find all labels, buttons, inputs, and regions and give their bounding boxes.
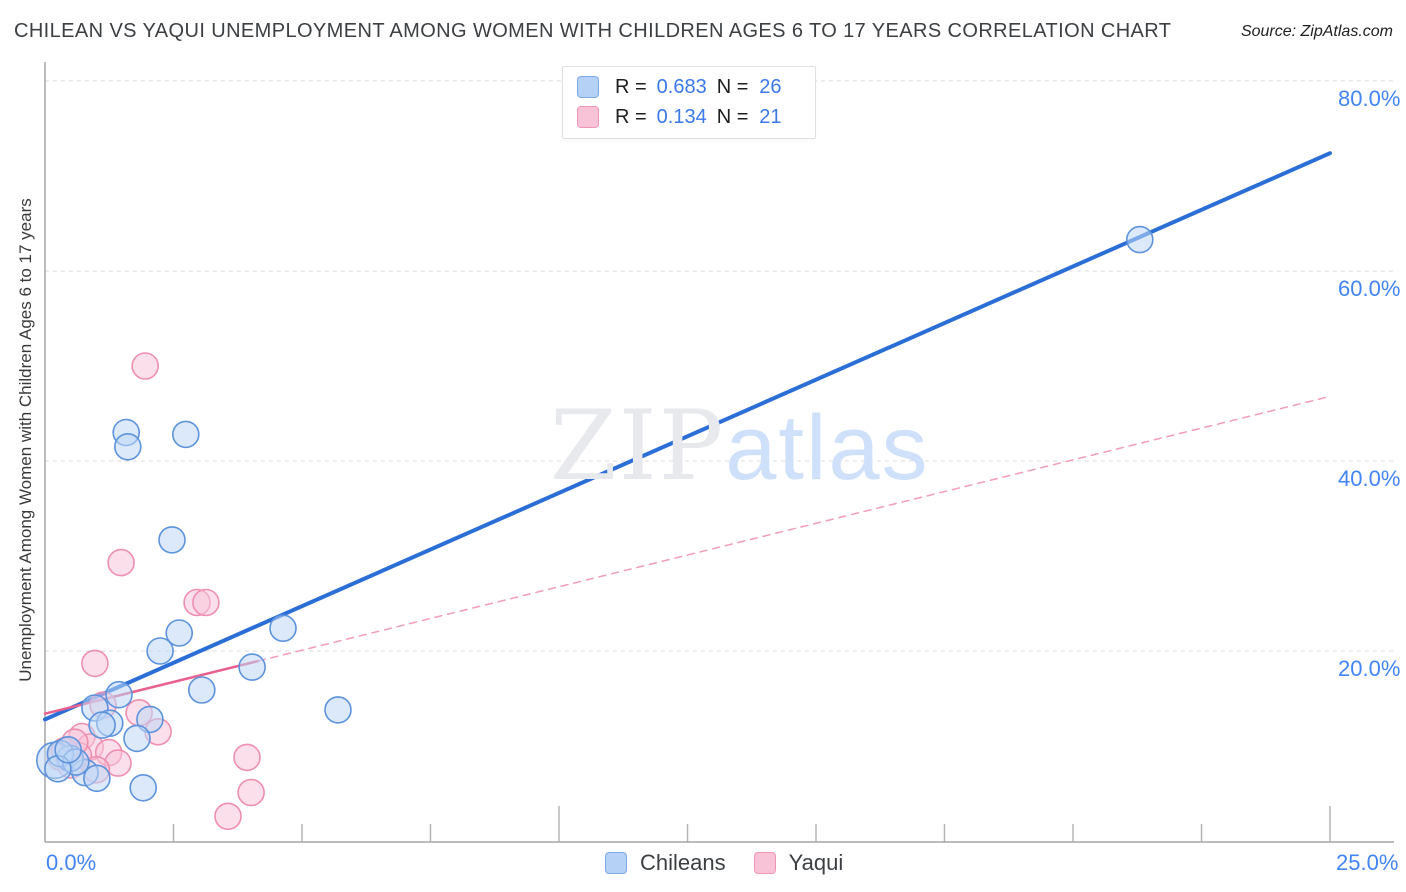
yaqui-point[interactable] xyxy=(81,649,109,678)
yaqui-point[interactable] xyxy=(233,743,261,772)
r-label: R = xyxy=(615,106,647,128)
y-axis-title: Unemployment Among Women with Children A… xyxy=(16,198,35,682)
y-tick-label-40pct: 40.0% xyxy=(1338,466,1401,491)
legend-item-yaqui[interactable]: Yaqui xyxy=(753,850,844,876)
r-value-chileans: 0.683 xyxy=(656,76,707,98)
n-value-chileans: 26 xyxy=(759,76,782,98)
chileans-trendline-solid xyxy=(43,151,1332,722)
r-label: R = xyxy=(615,76,647,98)
yaqui-point[interactable] xyxy=(237,778,265,807)
yaqui-point[interactable] xyxy=(131,352,159,380)
chileans-legend-swatch xyxy=(605,852,627,874)
x-axis-max-label: 25.0% xyxy=(1336,850,1399,875)
legend-row-chileans: R = 0.683 N = 26 xyxy=(577,75,803,99)
yaqui-trendline-dashed xyxy=(257,395,1331,662)
chileans-point[interactable] xyxy=(269,614,297,643)
y-tick-label-80pct: 80.0% xyxy=(1338,86,1401,111)
chileans-point[interactable] xyxy=(165,619,193,647)
chileans-point[interactable] xyxy=(158,526,186,554)
chileans-point[interactable] xyxy=(54,735,82,764)
chileans-point[interactable] xyxy=(129,773,157,802)
legend-row-yaqui: R = 0.134 N = 21 xyxy=(577,105,803,129)
chileans-point[interactable] xyxy=(123,724,151,753)
chileans-point[interactable] xyxy=(188,676,216,704)
chileans-swatch xyxy=(577,76,599,98)
yaqui-point[interactable] xyxy=(107,548,135,577)
chileans-point[interactable] xyxy=(88,711,116,739)
chileans-legend-label: Chileans xyxy=(640,850,726,875)
n-value-yaqui: 21 xyxy=(759,106,782,128)
n-label: N = xyxy=(716,106,749,128)
page-title: CHILEAN VS YAQUI UNEMPLOYMENT AMONG WOME… xyxy=(14,20,1172,42)
legend-box: R = 0.683 N = 26 R = 0.134 N = 21 xyxy=(562,66,816,139)
yaqui-legend-swatch xyxy=(753,852,776,874)
r-value-yaqui: 0.134 xyxy=(656,106,707,128)
x-axis-min-label: 0.0% xyxy=(46,850,97,875)
series-legend: Chileans Yaqui xyxy=(605,850,843,876)
chileans-point[interactable] xyxy=(324,696,352,724)
y-tick-label-60pct: 60.0% xyxy=(1338,276,1401,301)
chileans-point[interactable] xyxy=(146,637,174,665)
chileans-point[interactable] xyxy=(1126,225,1154,254)
chileans-point[interactable] xyxy=(114,432,142,461)
chileans-point[interactable] xyxy=(136,705,164,734)
y-tick-label-20pct: 20.0% xyxy=(1338,656,1401,681)
n-label: N = xyxy=(716,76,749,98)
chileans-point[interactable] xyxy=(83,764,111,793)
yaqui-point[interactable] xyxy=(192,588,220,617)
legend-item-chileans[interactable]: Chileans xyxy=(605,850,726,876)
yaqui-trendline-solid xyxy=(43,659,260,715)
chileans-point[interactable] xyxy=(105,680,133,709)
source-attribution: Source: ZipAtlas.com xyxy=(1240,23,1393,40)
chileans-point[interactable] xyxy=(238,653,266,681)
yaqui-legend-label: Yaqui xyxy=(788,850,844,875)
yaqui-swatch xyxy=(577,106,599,128)
chileans-point[interactable] xyxy=(172,420,200,449)
yaqui-point[interactable] xyxy=(214,802,242,831)
